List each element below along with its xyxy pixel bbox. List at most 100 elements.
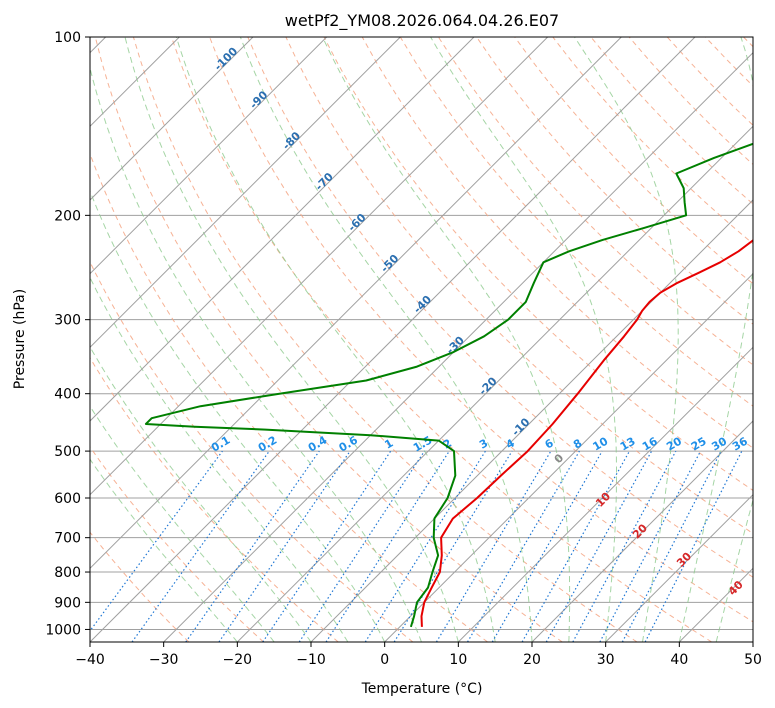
dewpoint-profile bbox=[144, 142, 753, 628]
mixing-ratio-line bbox=[393, 450, 513, 642]
dry-adiabat-line bbox=[209, 37, 753, 623]
plot-area: 0.1 0.2 0.4 0.6 1 1.5 2 3 4 6 8 10 13 16 20 25 30 36-100-… bbox=[90, 37, 753, 642]
y-tick-label: 500 bbox=[54, 444, 81, 460]
isotherm-line bbox=[384, 272, 753, 642]
y-tick-label: 800 bbox=[54, 565, 81, 581]
dry-adiabat-line bbox=[90, 356, 339, 642]
dry-adiabat-line bbox=[399, 37, 753, 407]
dry-adiabat-line bbox=[90, 531, 190, 642]
mixing-ratio-line bbox=[545, 450, 653, 642]
isotherm-label: -60 bbox=[345, 211, 368, 234]
mixing-ratio-line bbox=[325, 450, 450, 642]
moist-adiabats bbox=[90, 37, 753, 642]
isotherm-line bbox=[605, 493, 753, 642]
mixing-ratio-label: 4 bbox=[504, 436, 517, 451]
mixing-ratio-line bbox=[185, 450, 320, 642]
moist-adiabat-label: 10 bbox=[593, 490, 613, 510]
mixing-ratio-line bbox=[466, 450, 580, 642]
mixing-ratio-line bbox=[599, 450, 702, 642]
dry-adiabat-line bbox=[94, 37, 563, 642]
isotherm-label: -90 bbox=[247, 88, 270, 111]
moist-adiabat-line bbox=[90, 458, 238, 642]
isotherm-line bbox=[90, 37, 254, 201]
moist-adiabat-label: 0 bbox=[552, 451, 567, 466]
isotherm-line bbox=[752, 641, 753, 642]
x-tick-label: 10 bbox=[449, 652, 467, 668]
dry-adiabat-line bbox=[132, 37, 638, 642]
mixing-ratio-line bbox=[521, 450, 631, 642]
y-tick-label: 400 bbox=[54, 387, 81, 403]
y-tick-label: 100 bbox=[54, 30, 81, 46]
isotherm-line bbox=[90, 37, 401, 349]
isotherm-line bbox=[163, 51, 753, 642]
isotherm-line bbox=[90, 37, 328, 275]
dry-adiabat-line bbox=[704, 37, 753, 87]
dry-adiabat-line bbox=[171, 37, 712, 642]
isotherm-label: -100 bbox=[212, 44, 241, 73]
isotherm-label: -70 bbox=[313, 170, 336, 193]
isotherm-label: -50 bbox=[378, 252, 401, 275]
dry-adiabat-line bbox=[743, 37, 753, 48]
mixing-ratio-line bbox=[364, 450, 486, 642]
x-tick-label: −30 bbox=[149, 652, 179, 668]
mixing-ratio-line bbox=[262, 450, 392, 642]
isotherm-line bbox=[457, 346, 753, 642]
x-axis-label: Temperature (°C) bbox=[361, 681, 483, 697]
x-tick-label: −10 bbox=[296, 652, 326, 668]
isotherm-line bbox=[236, 125, 753, 642]
isotherm-line bbox=[90, 37, 549, 496]
mixing-ratio-line bbox=[298, 450, 425, 642]
moist-adiabat-line bbox=[574, 37, 679, 642]
chart-title: wetPf2_YM08.2026.064.04.26.E07 bbox=[285, 11, 559, 31]
mixing-ratio-line bbox=[218, 450, 351, 642]
isotherm-line bbox=[310, 199, 753, 642]
x-tick-label: 30 bbox=[597, 652, 615, 668]
mixing-ratio-line bbox=[90, 450, 223, 632]
moist-adiabat-line bbox=[239, 37, 533, 642]
moist-adiabat-label: 30 bbox=[674, 549, 694, 569]
dry-adiabat-line bbox=[361, 37, 753, 449]
y-tick-label: 200 bbox=[54, 208, 81, 224]
y-axis: 100 200 300 400 500 600 700 800 900 1000 bbox=[45, 30, 90, 638]
moist-adiabat-line bbox=[90, 189, 386, 642]
x-tick-label: −40 bbox=[75, 652, 105, 668]
moist-adiabat-line bbox=[90, 65, 422, 642]
dry-adiabat-line bbox=[90, 260, 414, 642]
isotherm-label: -20 bbox=[476, 374, 499, 397]
isotherm-line bbox=[531, 420, 753, 642]
moist-adiabat-line bbox=[124, 37, 459, 642]
x-axis: −40 −30 −20 −10 0 10 20 30 40 50 bbox=[75, 642, 762, 668]
isotherm-line bbox=[90, 37, 696, 642]
moist-adiabat-line bbox=[90, 405, 275, 642]
mixing-ratio-line bbox=[572, 450, 677, 642]
isotherm-line bbox=[90, 37, 475, 422]
dry-adiabat-line bbox=[90, 152, 488, 642]
dry-adiabat-line bbox=[247, 37, 753, 578]
mixing-ratio-line bbox=[644, 450, 743, 642]
moist-adiabat-label: 20 bbox=[630, 521, 650, 541]
isotherm-label: -40 bbox=[411, 293, 434, 316]
plot-frame bbox=[89, 36, 754, 643]
moist-adiabat-line bbox=[175, 37, 496, 642]
moist-adiabat-line bbox=[90, 276, 349, 642]
dry-adiabat-line bbox=[514, 37, 753, 285]
moist-adiabat-line bbox=[430, 37, 617, 642]
isotherm-line bbox=[678, 567, 753, 642]
x-tick-label: −20 bbox=[223, 652, 253, 668]
moist-adiabat-line bbox=[715, 498, 753, 642]
isotherm-line bbox=[90, 37, 622, 570]
x-tick-label: 20 bbox=[523, 652, 541, 668]
dry-adiabat-line bbox=[90, 446, 264, 642]
y-tick-label: 600 bbox=[54, 491, 81, 507]
y-tick-label: 700 bbox=[54, 531, 81, 547]
y-tick-label: 1000 bbox=[45, 622, 81, 638]
moist-adiabat-line bbox=[322, 37, 571, 642]
x-tick-label: 40 bbox=[670, 652, 688, 668]
x-tick-label: 50 bbox=[744, 652, 762, 668]
moist-adiabat-line bbox=[90, 345, 312, 642]
isotherms bbox=[90, 37, 753, 642]
y-tick-label: 900 bbox=[54, 595, 81, 611]
dry-adiabats bbox=[90, 37, 753, 642]
temperature-profile bbox=[420, 239, 753, 627]
